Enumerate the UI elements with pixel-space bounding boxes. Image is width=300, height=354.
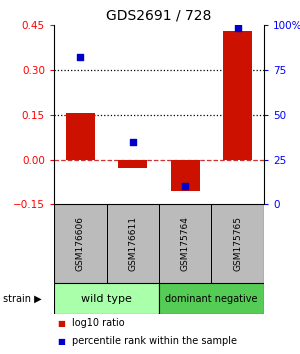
Bar [54,283,159,314]
Bar [66,113,95,160]
Text: wild type: wild type [81,293,132,303]
Bar [171,160,200,191]
Bar [159,205,211,283]
Point [235,25,240,31]
Point [78,54,83,60]
Bar [159,283,264,314]
Title: GDS2691 / 728: GDS2691 / 728 [106,8,212,22]
Text: GSM176611: GSM176611 [128,216,137,271]
Text: GSM175764: GSM175764 [181,216,190,271]
Text: GSM175765: GSM175765 [233,216,242,271]
Text: ■: ■ [57,319,65,327]
Point [130,139,135,144]
Bar [54,205,106,283]
Text: log10 ratio: log10 ratio [72,318,124,328]
Bar [106,205,159,283]
Bar [223,31,252,160]
Text: GSM176606: GSM176606 [76,216,85,271]
Bar [212,205,264,283]
Text: strain ▶: strain ▶ [3,293,42,303]
Text: dominant negative: dominant negative [165,293,258,303]
Bar [118,160,147,168]
Point [183,184,188,189]
Text: percentile rank within the sample: percentile rank within the sample [72,336,237,346]
Text: ■: ■ [57,337,65,346]
